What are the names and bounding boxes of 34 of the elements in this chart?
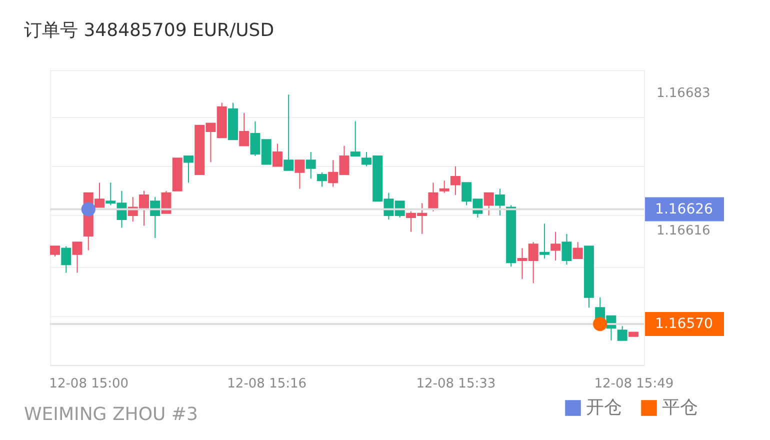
candlestick xyxy=(61,246,72,274)
candlestick xyxy=(428,182,438,212)
candlestick xyxy=(161,190,172,214)
candlestick xyxy=(484,192,494,216)
legend-label: 开仓 xyxy=(586,397,622,418)
candlestick xyxy=(294,160,305,190)
candlestick xyxy=(539,223,550,259)
y-tick-label: 1.16616 xyxy=(656,223,710,238)
legend-label: 平仓 xyxy=(662,397,698,418)
candlestick xyxy=(494,188,505,216)
candlestick xyxy=(316,172,327,188)
candlestick xyxy=(72,242,82,274)
ref-line-label: 1.16570 xyxy=(655,316,713,332)
chart-title: 订单号 348485709 EUR/USD xyxy=(24,20,274,41)
candlestick xyxy=(50,246,60,257)
candlestick xyxy=(450,166,460,196)
x-tick-label: 12-08 15:00 xyxy=(49,376,129,392)
ref-line-label: 1.16626 xyxy=(655,201,714,218)
x-tick-label: 12-08 15:33 xyxy=(416,376,496,392)
candlestick xyxy=(284,94,294,171)
candlestick xyxy=(239,112,250,146)
candlestick xyxy=(572,242,583,259)
candlestick xyxy=(562,233,572,266)
x-tick-label: 12-08 15:49 xyxy=(594,376,674,392)
candlestick xyxy=(617,326,628,341)
candlestick xyxy=(183,156,194,184)
candlestick xyxy=(350,120,360,157)
candlestick xyxy=(272,143,282,167)
candlestick xyxy=(306,151,316,180)
candlestick xyxy=(550,231,561,262)
candlestick xyxy=(439,180,450,194)
y-tick-label: 1.16683 xyxy=(656,86,710,102)
text: WEIMING ZHOU #3 xyxy=(24,404,198,425)
x-tick-label: 12-08 15:16 xyxy=(227,376,307,392)
